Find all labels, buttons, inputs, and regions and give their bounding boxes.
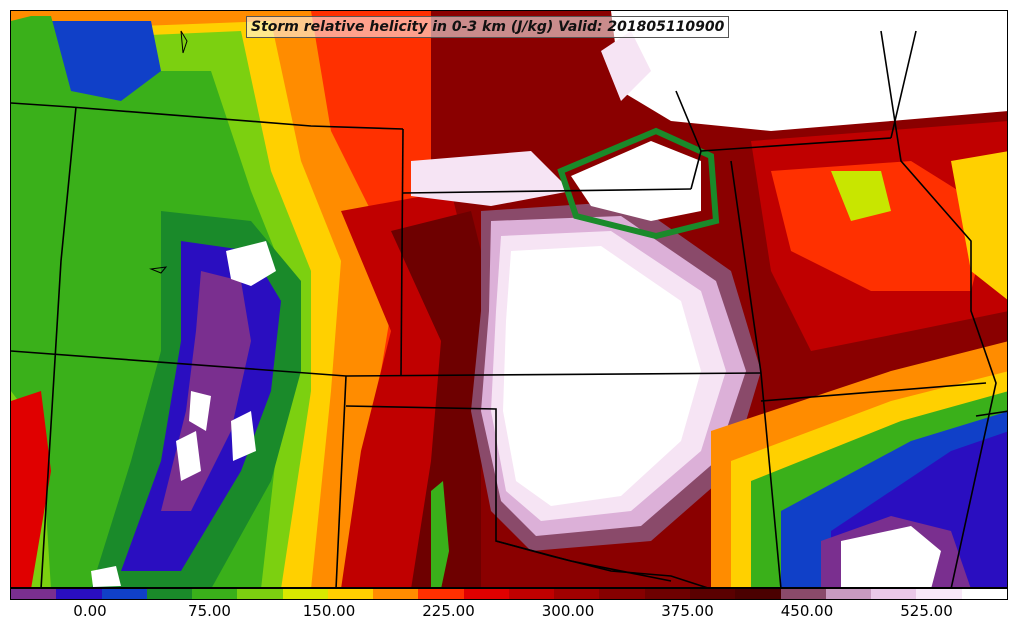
field-northwest-blue (51, 21, 161, 101)
boundary-nm-tx (335, 375, 347, 587)
colorbar-swatch (689, 589, 736, 599)
colorbar-swatch (961, 589, 1007, 599)
boundary-tx-ok-red-river (495, 540, 708, 587)
boundary-co-ks (400, 128, 404, 377)
colorbar-swatch (146, 589, 193, 599)
colorbar-swatch (373, 589, 419, 599)
field-plains-dark (391, 211, 501, 587)
colorbar-swatch (825, 589, 872, 599)
colorbar-tick-label: 225.00 (422, 602, 475, 620)
lake-outline-1 (180, 30, 188, 54)
colorbar-swatch (644, 589, 690, 599)
colorbar-swatch (327, 589, 374, 599)
boundary-ms-east (975, 410, 1007, 417)
boundary-wy-north (11, 102, 404, 130)
colorbar-tick-label: 0.00 (73, 602, 107, 620)
colorbar-tick-label: 75.00 (188, 602, 231, 620)
boundary-ut-co (11, 350, 347, 377)
boundary-ks-mo (730, 160, 782, 587)
colorbar-swatch (237, 589, 283, 599)
state-boundaries (11, 30, 1007, 587)
field-northwest-green (11, 16, 71, 141)
boundary-north-sd (675, 90, 702, 190)
colorbar-swatch (599, 589, 645, 599)
field-east-yellow (951, 151, 1007, 300)
colorbar (10, 588, 1008, 600)
colorbar-swatch (11, 589, 57, 599)
colorbar-swatch (192, 589, 238, 599)
colorbar-tick-label: 150.00 (302, 602, 356, 620)
field-sw-red (11, 391, 51, 587)
colorbar-swatch (463, 589, 509, 599)
colorbar-tick-label: 450.00 (780, 602, 834, 620)
field-core-bright (503, 246, 701, 506)
colorbar-tick-label: 375.00 (661, 602, 714, 620)
boundary-mississippi (880, 30, 997, 587)
colorbar-swatch (871, 589, 917, 599)
boundary-ne-north (402, 188, 692, 194)
field-east-yellowgreen (831, 171, 891, 221)
colorbar-swatch (554, 589, 600, 599)
colorbar-swatch (508, 589, 555, 599)
boundary-ut-west (40, 106, 77, 587)
field-west-white-spots (91, 241, 276, 587)
map-title: Storm relative helicity in 0-3 km (J/kg)… (246, 16, 730, 38)
colorbar-swatch (916, 589, 962, 599)
colorbar-tick-label: 300.00 (541, 602, 595, 620)
field-plains-green-streak (431, 481, 449, 587)
colorbar-swatch (282, 589, 328, 599)
lake-outlines (149, 30, 188, 274)
colorbar-swatch (780, 589, 826, 599)
lake-outline-2 (149, 266, 168, 274)
boundary-ia-north (890, 30, 917, 139)
colorbar-swatch (418, 589, 464, 599)
helicity-field-plot (11, 11, 1007, 587)
colorbar-tick-labels: 0.00 75.00 150.00 225.00 300.00 375.00 450.00 5… (10, 600, 1008, 630)
colorbar-swatch (101, 589, 147, 599)
field-east-orange (771, 161, 991, 291)
boundary-nd-sd (700, 137, 892, 152)
colorbar-swatch (735, 589, 781, 599)
field-nebraska-ring (557, 127, 720, 240)
helicity-map (10, 10, 1008, 588)
boundary-ks-south (345, 372, 762, 377)
colorbar-swatch (56, 589, 102, 599)
field-northeast-pink (601, 31, 651, 101)
colorbar-tick-label: 525.00 (900, 602, 953, 620)
field-nebraska-white (571, 141, 701, 221)
field-se-white (841, 526, 941, 587)
boundary-mo-ar (760, 382, 987, 402)
field-northeast-white (611, 11, 1007, 131)
